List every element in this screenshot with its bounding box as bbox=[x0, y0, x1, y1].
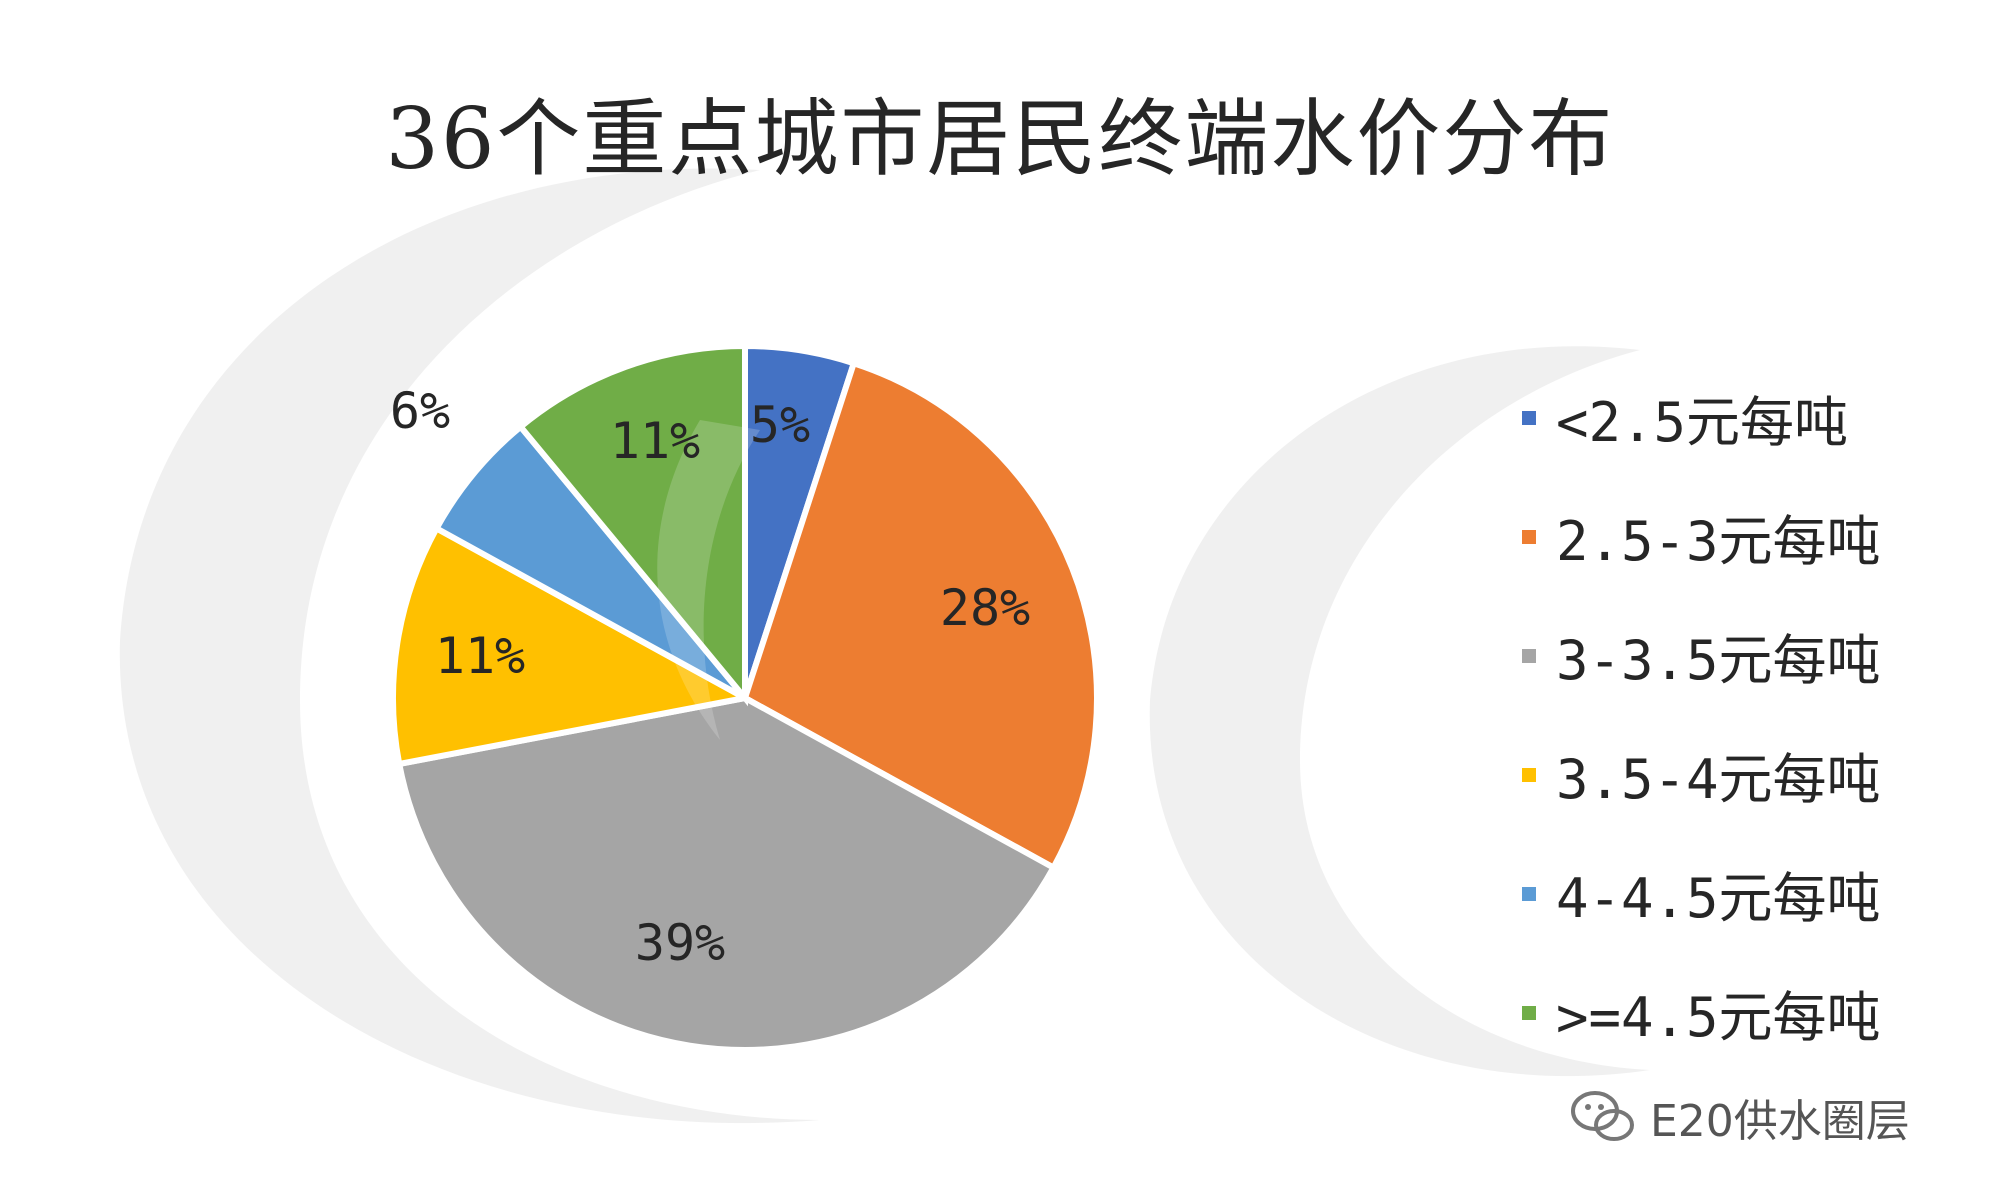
legend-item-2: 3-3.5元每吨 bbox=[1522, 596, 1982, 715]
legend-swatch-1 bbox=[1522, 529, 1536, 544]
background-swirl-watermark bbox=[119, 168, 1650, 1124]
data-label-3: 11% bbox=[435, 627, 525, 685]
data-label-5: 11% bbox=[610, 412, 700, 470]
legend: <2.5元每吨 2.5-3元每吨 3-3.5元每吨 3.5-4元每吨 4-4.5元每吨 >… bbox=[1522, 358, 1982, 1072]
pie-slice-1 bbox=[741, 359, 1100, 872]
legend-item-3: 3.5-4元每吨 bbox=[1522, 715, 1982, 834]
chart-title: 36个重点城市居民终端水价分布 bbox=[385, 90, 1615, 188]
legend-item-0: <2.5元每吨 bbox=[1522, 358, 1982, 477]
legend-item-1: 2.5-3元每吨 bbox=[1522, 477, 1982, 596]
legend-label-3: 3.5-4元每吨 bbox=[1556, 748, 1881, 811]
pie-slice-2 bbox=[395, 694, 1058, 1053]
legend-swatch-0 bbox=[1522, 410, 1536, 425]
wechat-icon bbox=[1571, 1091, 1634, 1141]
legend-label-5: >=4.5元每吨 bbox=[1556, 986, 1881, 1049]
pie-slice-3 bbox=[390, 524, 754, 768]
data-label-0: 5% bbox=[750, 396, 810, 454]
legend-label-0: <2.5元每吨 bbox=[1556, 391, 1849, 454]
watermark: E20供水圈层 bbox=[1570, 1085, 1910, 1149]
legend-item-4: 4-4.5元每吨 bbox=[1522, 834, 1982, 953]
legend-swatch-3 bbox=[1522, 767, 1536, 782]
pie-data-labels: 5% 28% 39% 11% 6% 11% bbox=[390, 382, 1030, 972]
data-label-4: 6% bbox=[390, 382, 450, 440]
legend-label-2: 3-3.5元每吨 bbox=[1556, 629, 1881, 692]
data-label-1: 28% bbox=[940, 579, 1030, 637]
legend-item-5: >=4.5元每吨 bbox=[1522, 953, 1982, 1072]
watermark-text: E20供水圈层 bbox=[1650, 1096, 1910, 1147]
data-label-2: 39% bbox=[635, 914, 725, 972]
pie-slices bbox=[390, 342, 1100, 1053]
legend-swatch-5 bbox=[1522, 1005, 1536, 1020]
pie-highlight-overlay bbox=[657, 420, 760, 740]
legend-label-1: 2.5-3元每吨 bbox=[1556, 510, 1881, 573]
legend-swatch-4 bbox=[1522, 886, 1536, 901]
legend-swatch-2 bbox=[1522, 648, 1536, 663]
pie-slice-5 bbox=[516, 342, 748, 707]
legend-label-4: 4-4.5元每吨 bbox=[1556, 867, 1881, 930]
